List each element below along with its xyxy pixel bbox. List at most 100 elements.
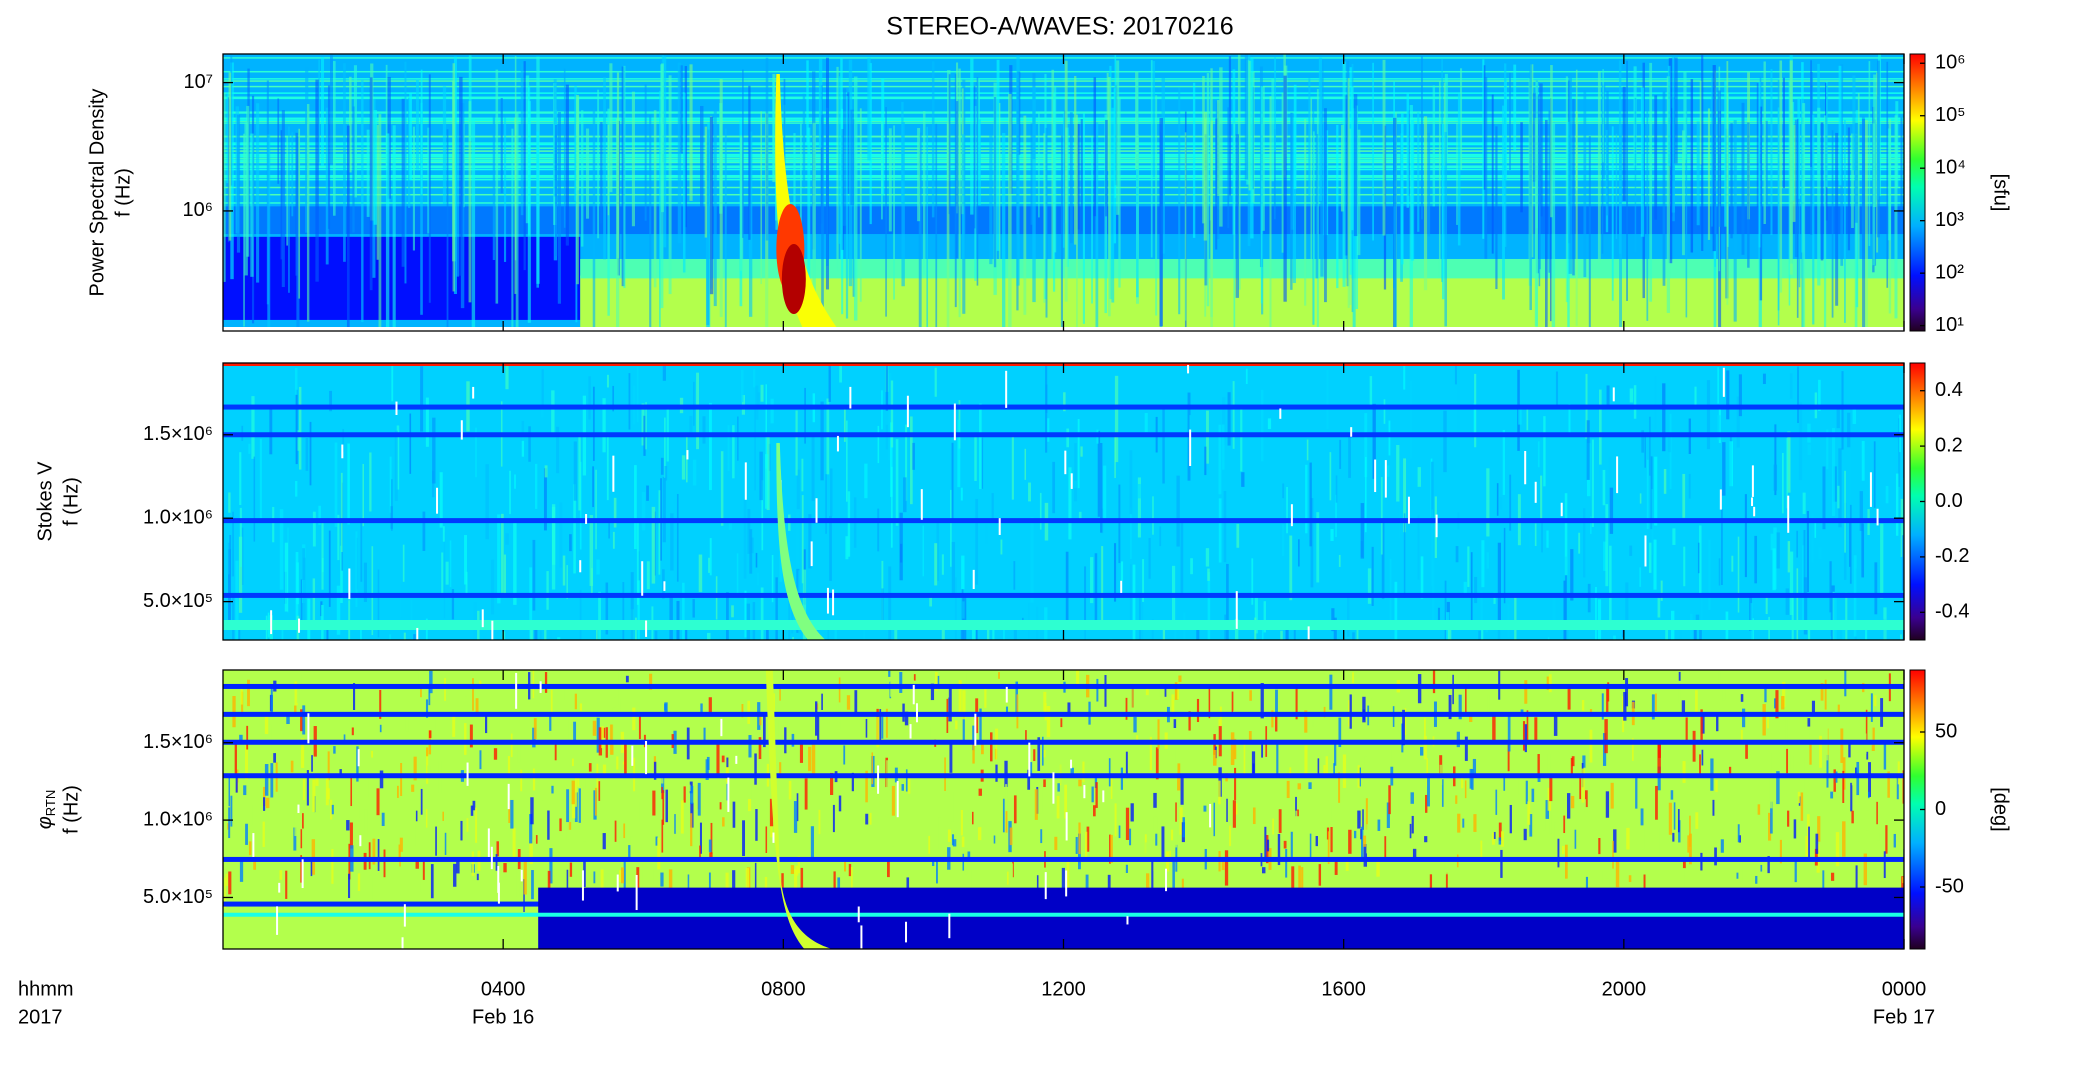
streak [1864,119,1868,331]
streak [749,529,753,574]
streak [1615,133,1618,239]
streak [1605,504,1609,587]
streak [1902,877,1904,884]
streak [1844,670,1847,697]
band [223,70,1904,73]
y-axis-label: f (Hz) [60,477,82,526]
streak [1814,518,1817,538]
streak [507,783,510,810]
streak [507,755,511,778]
streak [797,856,801,874]
streak [638,716,641,740]
streak [1281,498,1285,556]
streak [972,725,975,751]
streak [796,512,800,571]
streak [1540,475,1543,523]
streak [972,569,975,590]
streak [254,829,257,853]
streak [379,770,384,789]
streak [530,797,534,825]
streak [1649,62,1653,302]
streak [958,680,962,715]
streak [413,756,417,781]
streak [1424,718,1426,739]
streak [1013,561,1016,590]
streak [845,420,848,502]
streak [1045,127,1048,318]
streak [1233,710,1237,730]
streak [390,506,393,529]
streak [1067,702,1071,716]
streak [1584,799,1587,812]
streak [353,683,356,710]
streak [1235,591,1238,629]
streak [1873,441,1876,508]
streak [610,724,614,755]
spectrogram-image [223,54,1904,331]
streak [348,568,351,600]
streak [995,739,998,760]
streak [1245,368,1248,385]
streak [1789,60,1793,275]
streak [662,476,666,543]
streak [821,114,824,316]
streak [1066,428,1070,448]
streak [1457,813,1461,833]
streak [269,724,272,749]
streak [1153,859,1157,872]
streak [456,123,460,277]
streak [1626,60,1628,301]
streak [294,705,297,715]
streak [309,421,312,486]
streak [559,818,562,832]
streak [1406,93,1410,208]
streak [343,734,346,745]
streak [622,582,625,640]
streak [720,718,723,737]
streak [312,779,316,812]
streak [724,128,727,331]
y-axis-label: f (Hz) [60,785,82,834]
streak [658,490,661,575]
streak [607,124,610,216]
streak [1767,712,1769,729]
streak [1027,769,1031,790]
streak [544,672,548,693]
streak [905,769,908,792]
streak [1208,688,1211,719]
streak [799,123,802,302]
streak [1711,76,1713,227]
streak [430,864,434,899]
streak [708,697,712,716]
colorbar-tick-label: 10² [1935,261,1964,283]
streak [1292,121,1296,284]
streak [680,800,684,834]
streak [1150,60,1153,258]
streak [951,541,956,594]
streak [472,678,474,711]
streak [1228,56,1232,196]
streak [273,753,277,763]
streak [655,836,658,846]
streak [893,125,895,300]
streak [581,110,584,247]
streak [1155,833,1158,846]
streak [236,114,241,253]
streak [1796,118,1799,318]
y-axis-label: φRTN [34,790,58,830]
streak [901,784,905,791]
streak [1682,473,1686,518]
streak [901,101,904,203]
streak [1465,684,1467,715]
streak [1618,60,1622,254]
streak [1130,680,1133,709]
x-tick-label: 0800 [761,978,806,1000]
streak [676,493,679,582]
streak [1498,822,1502,841]
streak [1135,71,1139,170]
streak [1308,78,1311,197]
streak [1840,728,1844,763]
streak [1205,548,1210,567]
streak [877,425,880,464]
streak [426,747,429,757]
